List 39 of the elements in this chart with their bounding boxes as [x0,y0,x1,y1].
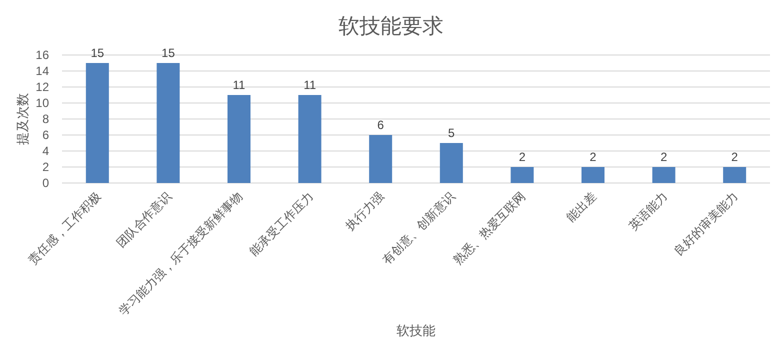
data-label: 15 [162,46,176,60]
data-label: 11 [304,78,316,92]
y-axis-title: 提及次数 [15,93,30,145]
data-label: 11 [232,78,246,92]
data-label: 6 [377,118,384,132]
y-tick-label: 6 [42,128,50,142]
y-tick-label: 14 [36,64,50,78]
y-tick-label: 10 [36,96,50,110]
y-tick-label: 0 [42,176,50,190]
chart-title: 软技能要求 [338,15,444,38]
data-label: 15 [90,46,104,60]
data-label: 2 [590,150,597,164]
x-axis-title: 软技能 [396,323,436,338]
data-label: 2 [660,150,668,164]
bar [86,63,109,183]
y-tick-label: 4 [42,144,50,158]
x-tick-label: 团队合作意识 [114,189,174,250]
x-tick-label: 英语能力 [626,189,670,234]
bar [440,143,463,183]
x-tick-label: 能出差 [564,189,600,225]
y-tick-label: 2 [42,160,50,174]
x-tick-label: 能承受工作压力 [246,189,316,259]
bar [652,167,676,183]
data-label: 2 [731,150,738,164]
bar [510,167,534,183]
y-tick-label: 16 [36,48,50,62]
x-tick-label: 责任感，工作积极 [26,189,104,268]
x-tick-label: 良好的审美能力 [671,189,741,259]
bar [369,135,392,183]
y-tick-label: 12 [36,80,50,94]
data-label: 5 [448,126,456,140]
y-tick-label: 8 [42,112,50,126]
x-tick-label: 执行力强 [342,189,387,234]
bar [156,63,180,183]
bar [723,167,746,183]
data-label: 2 [518,150,526,164]
bar [298,95,322,183]
bar [582,167,604,183]
bar [228,95,250,183]
